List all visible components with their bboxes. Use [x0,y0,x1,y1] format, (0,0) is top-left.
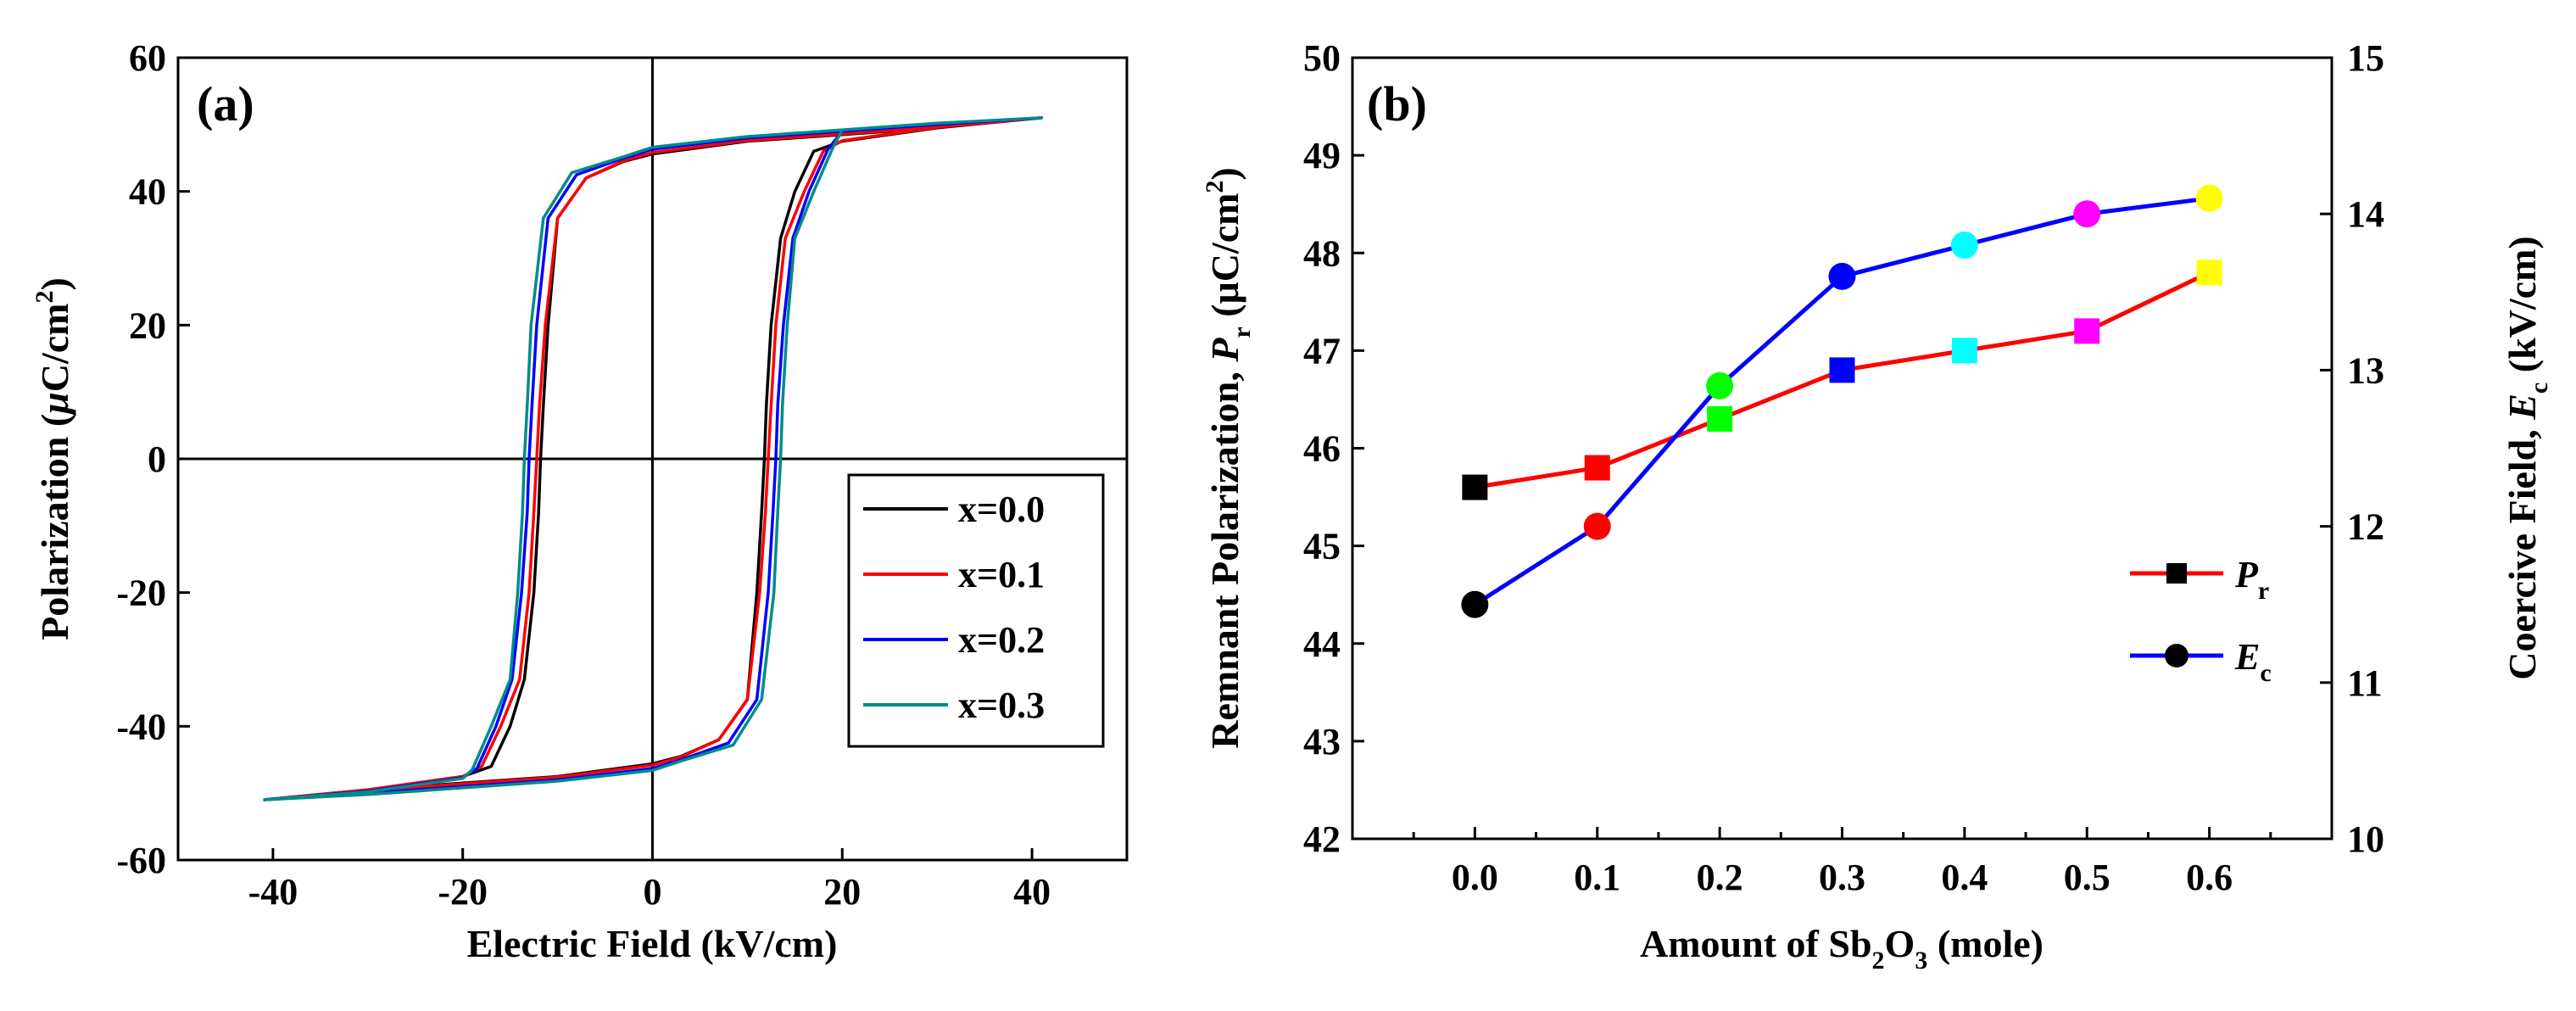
y-right-tick-label: 12 [2347,506,2384,548]
legend-ec-label: Ec [2234,636,2272,687]
panel-a-y-axis-title: Polarization (μC/cm2) [31,277,76,640]
marker-pr-0.1 [1584,455,1610,481]
y-tick-label: 60 [129,37,166,79]
marker-ec-0.2 [1706,371,1734,399]
marker-pr-0.2 [1707,405,1733,432]
x-tick-label: 0.2 [1697,857,1743,898]
y-tick-label: -60 [116,840,166,881]
y-left-tick-label: 46 [1303,428,1341,470]
legend-entry-ec: Ec [2130,636,2272,687]
legend-entry-pr: Pr [2130,554,2269,605]
panel-a-zero-lines [178,58,1127,860]
marker-pr-0 [1462,474,1488,500]
y-left-tick-label: 42 [1303,818,1341,860]
panel-b: 0.0 0.1 0.2 0.3 0.4 0.5 0.6 42 43 44 45 46 47 48 49 50… [1201,37,2553,975]
x-tick-label: 20 [823,871,861,913]
y-tick-label: 40 [129,171,166,213]
panel-a-y-ticks: -60 -40 -20 0 20 40 60 [116,37,190,881]
x-tick-label: 0 [644,871,662,913]
y-left-tick-label: 47 [1303,330,1341,371]
y-tick-label: 0 [148,438,166,480]
y-tick-label: -40 [116,706,166,747]
y-right-tick-label: 14 [2347,193,2384,235]
marker-pr-0.4 [1951,338,1977,364]
marker-ec-0 [1461,590,1489,618]
panel-a: -40 -20 0 20 40 -60 -40 -20 0 20 40 60 (a) Electri… [31,37,1129,965]
y-right-tick-label: 15 [2347,37,2384,79]
panel-b-x-axis-title: Amount of Sb2O3 (mole) [1640,922,2044,975]
marker-ec-0.1 [1583,512,1611,540]
legend-ec-marker [2165,644,2188,667]
marker-ec-0.5 [2073,200,2101,228]
panel-a-x-axis-title: Electric Field (kV/cm) [467,922,838,965]
x-tick-label: 0.1 [1574,857,1620,898]
x-tick-label: -20 [438,871,488,913]
y-right-tick-label: 13 [2347,349,2384,391]
legend-label-x=0.2: x=0.2 [958,619,1045,661]
panel-a-label: (a) [197,76,254,131]
y-left-tick-label: 50 [1303,37,1341,79]
y-left-tick-label: 45 [1303,526,1341,567]
marker-ec-0.6 [2195,184,2223,212]
y-right-tick-label: 11 [2347,662,2383,704]
panel-a-legend-box [847,473,1105,748]
hysteresis-loop-x=0.3 [263,116,1044,802]
y-left-tick-label: 49 [1303,135,1341,176]
marker-ec-0.3 [1828,262,1856,290]
x-tick-label: 40 [1013,871,1051,913]
panel-b-left-y-ticks: 42 43 44 45 46 47 48 49 50 [1303,37,1364,860]
panel-b-series-lines [1474,196,2211,606]
legend-pr-marker [2166,563,2187,584]
panel-b-markers [1461,184,2223,618]
x-tick-label: 0.5 [2064,857,2110,898]
panel-b-label: (b) [1367,76,1427,131]
marker-pr-0.6 [2196,260,2222,286]
legend-label-x=0.3: x=0.3 [958,684,1045,726]
y-tick-label: 20 [129,304,166,346]
panel-b-legend: Pr Ec [2130,554,2272,687]
panel-b-right-y-ticks: 10 11 12 13 14 15 [2320,37,2384,860]
panel-b-frame [1351,56,2333,841]
panel-a-x-ticks: -40 -20 0 20 40 [248,848,1051,913]
x-tick-label: 0.4 [1941,857,1988,898]
marker-ec-0.4 [1950,232,1978,260]
y-left-tick-label: 48 [1303,232,1341,274]
x-tick-label: 0.0 [1452,857,1498,898]
panel-b-left-y-axis-title: Remnant Polarization, Pr (μC/cm2) [1201,167,1256,749]
x-tick-label: 0.6 [2186,857,2233,898]
y-tick-label: -20 [116,573,166,614]
marker-pr-0.3 [1829,357,1855,383]
legend-label-x=0.1: x=0.1 [958,554,1045,595]
x-tick-label: 0.3 [1819,857,1865,898]
legend-pr-label: Pr [2234,554,2269,605]
y-left-tick-label: 44 [1303,623,1341,665]
marker-pr-0.5 [2074,318,2100,344]
panel-a-series [263,116,1044,802]
panel-a-legend-entries: x=0.0 x=0.1 x=0.2 x=0.3 [863,489,1045,726]
panel-b-x-ticks: 0.0 0.1 0.2 0.3 0.4 0.5 0.6 [1412,827,2272,898]
y-left-tick-label: 43 [1303,721,1341,762]
panel-a-legend: x=0.0 x=0.1 x=0.2 x=0.3 [847,473,1105,748]
legend-label-x=0.0: x=0.0 [958,489,1045,530]
series-line-ec [1474,196,2210,606]
panel-b-right-y-axis-title: Coercive Field, Ec (kV/cm) [2501,236,2553,679]
y-right-tick-label: 10 [2347,818,2384,860]
x-tick-label: -40 [248,871,298,913]
